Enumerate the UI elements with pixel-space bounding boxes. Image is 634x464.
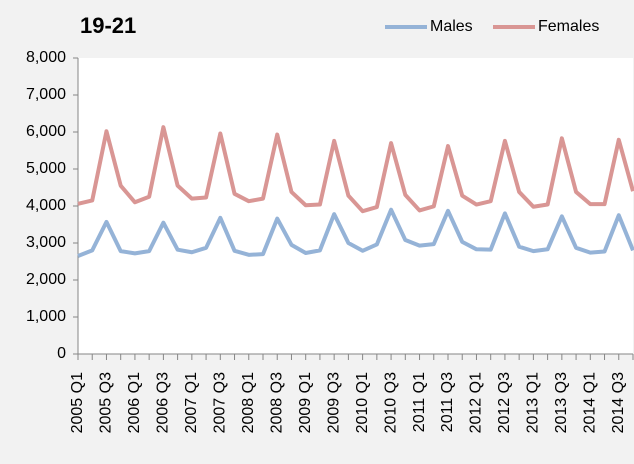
x-tick-label: 2011 Q3 [439,372,456,432]
x-tick-label: 2009 Q3 [325,372,342,433]
y-tick-label: 5,000 [26,160,66,177]
x-tick-label: 2009 Q1 [297,372,314,433]
series-line [77,207,634,258]
x-tick-label: 2014 Q1 [582,372,599,433]
x-tick-label: 2012 Q3 [496,372,513,433]
x-tick-label: 2010 Q1 [354,372,371,433]
x-tick-label: 2012 Q1 [468,372,485,433]
x-tick-label: 2013 Q1 [525,372,542,433]
y-tick-label: 3,000 [26,234,66,251]
x-tick-label: 2005 Q3 [98,372,115,433]
x-tick-label: 2008 Q3 [268,372,285,433]
y-tick-label: 4,000 [26,197,66,214]
x-tick-label: 2007 Q3 [212,372,229,433]
x-tick-label: 2007 Q1 [183,372,200,433]
x-tick-label: 2010 Q3 [382,372,399,433]
y-tick-label: 0 [57,345,66,362]
x-tick-label: 2014 Q3 [610,372,627,433]
y-tick-label: 2,000 [26,271,66,288]
x-tick-label: 2006 Q1 [126,372,143,433]
y-tick-label: 1,000 [26,308,66,325]
legend-label: Females [538,18,599,35]
chart-title: 19-21 [80,13,136,38]
x-tick-label: 2006 Q3 [155,372,172,433]
x-tick-label: 2011 Q1 [411,372,428,432]
y-tick-label: 6,000 [26,123,66,140]
x-tick-label: 2005 Q1 [69,372,86,433]
y-tick-label: 8,000 [26,49,66,66]
legend-label: Males [430,18,473,35]
x-tick-label: 2013 Q3 [553,372,570,433]
x-tick-label: 2008 Q1 [240,372,257,433]
series-line [77,125,634,214]
y-tick-label: 7,000 [26,86,66,103]
